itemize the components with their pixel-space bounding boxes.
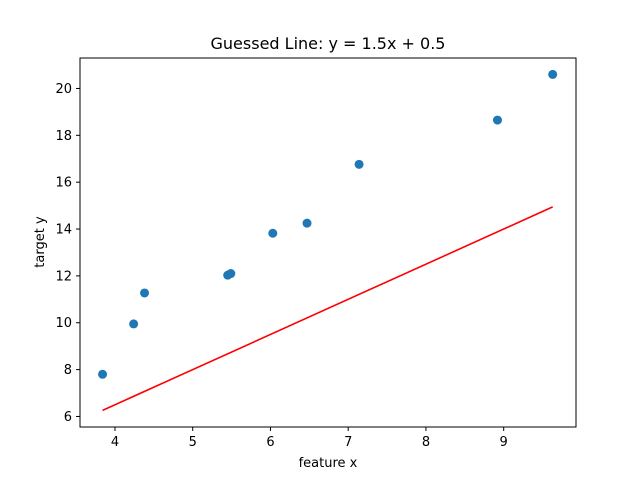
x-tick-label: 8 <box>422 435 430 450</box>
x-tick-label: 4 <box>111 435 119 450</box>
chart-title: Guessed Line: y = 1.5x + 0.5 <box>211 34 446 53</box>
scatter-point <box>548 69 558 79</box>
x-tick-label: 6 <box>266 435 274 450</box>
x-tick-label: 5 <box>189 435 197 450</box>
scatter-point <box>98 369 108 379</box>
x-axis-label: feature x <box>299 456 358 471</box>
x-tick-label: 9 <box>500 435 508 450</box>
scatter-point <box>226 269 236 279</box>
scatter-point <box>140 288 150 298</box>
y-axis-label: target y <box>33 216 48 268</box>
scatter-point <box>354 159 364 169</box>
y-tick-label: 20 <box>55 82 72 97</box>
y-tick-label: 14 <box>55 223 72 238</box>
y-tick-label: 6 <box>64 410 72 425</box>
axes: 4 5 6 7 8 9 6 8 10 12 14 16 18 20 <box>55 57 577 450</box>
y-tick-label: 12 <box>55 269 72 284</box>
plot-area <box>98 69 558 412</box>
axes-frame <box>79 57 577 428</box>
y-tick-label: 10 <box>55 316 72 331</box>
y-tick-label: 16 <box>55 176 72 191</box>
y-tick-label: 18 <box>55 129 72 144</box>
x-tick-label: 7 <box>344 435 352 450</box>
scatter-point <box>268 228 278 238</box>
scatter-point <box>129 319 139 329</box>
y-tick-label: 8 <box>64 363 72 378</box>
scatter-point <box>492 115 502 125</box>
fit-line <box>102 206 554 412</box>
scatter-point <box>302 218 312 228</box>
